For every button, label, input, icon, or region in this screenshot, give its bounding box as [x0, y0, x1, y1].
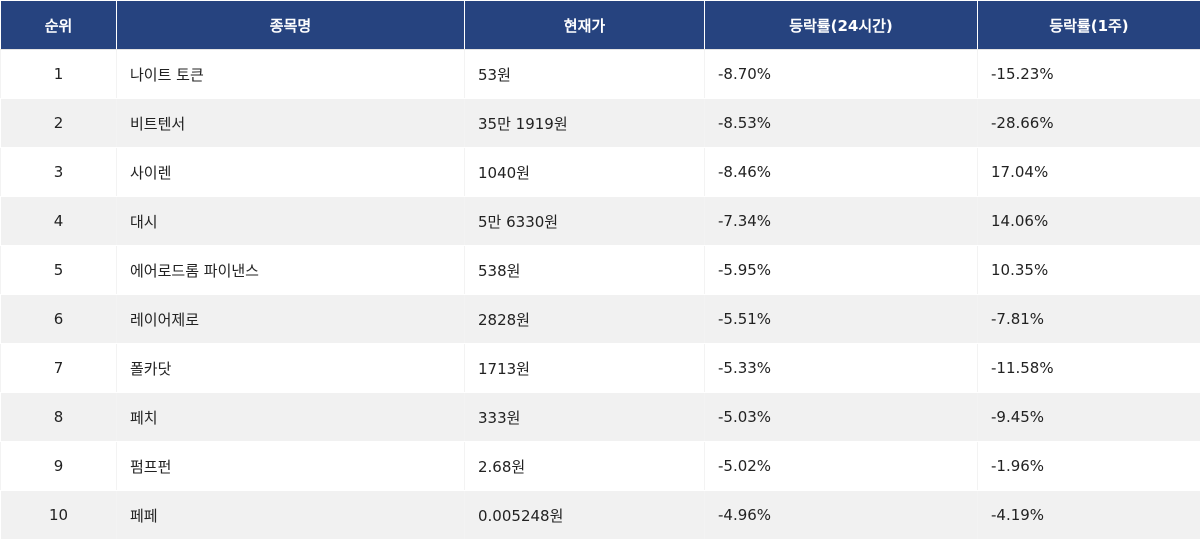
- change-24h-cell: -8.53%: [704, 98, 978, 148]
- change-24h-cell: -5.03%: [704, 392, 978, 442]
- table-row: 1 나이트 토큰 53원 -8.70% -15.23%: [0, 49, 1200, 99]
- rank-cell: 5: [0, 245, 117, 295]
- change-1w-cell: -15.23%: [977, 49, 1200, 99]
- name-cell: 에어로드롬 파이낸스: [116, 245, 465, 295]
- rank-cell: 7: [0, 343, 117, 393]
- header-rank: 순위: [0, 0, 117, 50]
- change-1w-cell: -7.81%: [977, 294, 1200, 344]
- change-1w-cell: 10.35%: [977, 245, 1200, 295]
- rank-cell: 10: [0, 490, 117, 540]
- price-cell: 1713원: [464, 343, 705, 393]
- table-row: 9 펌프펀 2.68원 -5.02% -1.96%: [0, 441, 1200, 491]
- table-row: 10 페페 0.005248원 -4.96% -4.19%: [0, 490, 1200, 540]
- header-change-1w: 등락률(1주): [977, 0, 1200, 50]
- price-cell: 35만 1919원: [464, 98, 705, 148]
- change-1w-cell: -4.19%: [977, 490, 1200, 540]
- table-row: 5 에어로드롬 파이낸스 538원 -5.95% 10.35%: [0, 245, 1200, 295]
- change-24h-cell: -5.33%: [704, 343, 978, 393]
- change-24h-cell: -4.96%: [704, 490, 978, 540]
- change-24h-cell: -8.70%: [704, 49, 978, 99]
- rank-cell: 8: [0, 392, 117, 442]
- change-1w-cell: -11.58%: [977, 343, 1200, 393]
- name-cell: 사이렌: [116, 147, 465, 197]
- table-header: 순위 종목명 현재가 등락률(24시간) 등락률(1주): [0, 0, 1200, 50]
- name-cell: 대시: [116, 196, 465, 246]
- rank-cell: 2: [0, 98, 117, 148]
- rank-cell: 1: [0, 49, 117, 99]
- price-cell: 333원: [464, 392, 705, 442]
- change-1w-cell: -1.96%: [977, 441, 1200, 491]
- name-cell: 페페: [116, 490, 465, 540]
- name-cell: 나이트 토큰: [116, 49, 465, 99]
- change-1w-cell: 17.04%: [977, 147, 1200, 197]
- rank-cell: 4: [0, 196, 117, 246]
- name-cell: 레이어제로: [116, 294, 465, 344]
- name-cell: 펌프펀: [116, 441, 465, 491]
- change-1w-cell: -9.45%: [977, 392, 1200, 442]
- change-24h-cell: -7.34%: [704, 196, 978, 246]
- rank-cell: 6: [0, 294, 117, 344]
- table-row: 2 비트텐서 35만 1919원 -8.53% -28.66%: [0, 98, 1200, 148]
- header-name: 종목명: [116, 0, 465, 50]
- table-row: 7 폴카닷 1713원 -5.33% -11.58%: [0, 343, 1200, 393]
- change-24h-cell: -5.95%: [704, 245, 978, 295]
- name-cell: 폴카닷: [116, 343, 465, 393]
- table-row: 8 페치 333원 -5.03% -9.45%: [0, 392, 1200, 442]
- price-cell: 5만 6330원: [464, 196, 705, 246]
- header-row: 순위 종목명 현재가 등락률(24시간) 등락률(1주): [0, 0, 1200, 50]
- change-24h-cell: -8.46%: [704, 147, 978, 197]
- change-1w-cell: -28.66%: [977, 98, 1200, 148]
- name-cell: 페치: [116, 392, 465, 442]
- price-cell: 53원: [464, 49, 705, 99]
- price-cell: 2828원: [464, 294, 705, 344]
- rank-cell: 9: [0, 441, 117, 491]
- change-24h-cell: -5.02%: [704, 441, 978, 491]
- table-row: 4 대시 5만 6330원 -7.34% 14.06%: [0, 196, 1200, 246]
- change-24h-cell: -5.51%: [704, 294, 978, 344]
- header-price: 현재가: [464, 0, 705, 50]
- change-1w-cell: 14.06%: [977, 196, 1200, 246]
- price-cell: 2.68원: [464, 441, 705, 491]
- rank-cell: 3: [0, 147, 117, 197]
- table-body: 1 나이트 토큰 53원 -8.70% -15.23% 2 비트텐서 35만 1…: [0, 49, 1200, 540]
- price-cell: 538원: [464, 245, 705, 295]
- table-row: 3 사이렌 1040원 -8.46% 17.04%: [0, 147, 1200, 197]
- table-row: 6 레이어제로 2828원 -5.51% -7.81%: [0, 294, 1200, 344]
- header-change-24h: 등락률(24시간): [704, 0, 978, 50]
- name-cell: 비트텐서: [116, 98, 465, 148]
- price-cell: 0.005248원: [464, 490, 705, 540]
- price-cell: 1040원: [464, 147, 705, 197]
